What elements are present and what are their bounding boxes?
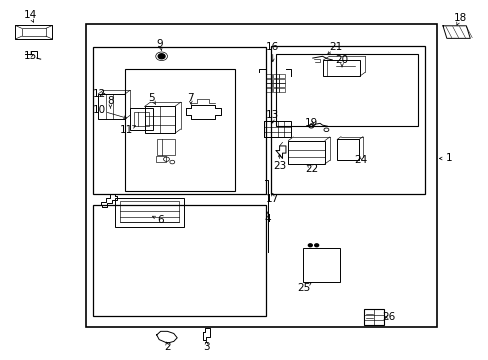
Text: 15: 15 [23,51,37,61]
Bar [288,140,325,164]
Bar [336,139,358,160]
Bar [266,83,272,87]
Text: 11: 11 [120,125,133,135]
Bar [266,74,272,78]
Text: 16: 16 [265,42,279,52]
Text: 4: 4 [264,215,271,224]
Bar [279,74,285,78]
Bar [115,198,183,226]
Bar [272,78,278,83]
Text: 5: 5 [148,93,155,103]
Bar [303,248,339,282]
Bar [272,88,278,92]
Bar [98,94,125,119]
Text: 1: 1 [445,153,452,163]
Bar [279,88,285,92]
Bar [21,28,46,36]
Bar [266,78,272,83]
Bar [276,54,417,126]
Bar [86,24,436,327]
Text: 17: 17 [265,194,279,204]
Text: 22: 22 [305,164,318,174]
Text: 2: 2 [164,342,170,352]
Text: 7: 7 [187,93,194,103]
Text: 14: 14 [23,10,37,20]
Bar [272,83,278,87]
Text: 6: 6 [157,215,163,225]
Bar [323,60,359,76]
Bar [264,121,290,137]
Circle shape [308,244,312,247]
Bar [15,26,52,39]
Bar [363,309,384,325]
Circle shape [158,54,164,59]
Text: 24: 24 [353,155,366,165]
Bar [93,205,266,316]
Bar [266,88,272,92]
Text: 13: 13 [265,111,279,121]
Bar [157,139,175,155]
Text: 10: 10 [92,105,105,115]
Circle shape [314,244,318,247]
Text: 18: 18 [452,13,466,23]
Text: 25: 25 [297,283,310,293]
Text: 23: 23 [272,161,285,171]
Text: 20: 20 [335,55,348,65]
Bar [134,112,149,126]
Bar [144,107,174,134]
Text: 19: 19 [305,118,318,128]
Bar [130,108,153,130]
Bar [93,47,266,194]
Bar [120,201,178,222]
Bar [272,74,278,78]
Text: 21: 21 [329,42,342,51]
Text: 9: 9 [157,39,163,49]
Bar [156,156,166,162]
Bar [271,45,424,194]
Bar [125,69,234,191]
Text: 12: 12 [92,89,105,99]
Bar [279,83,285,87]
Text: 3: 3 [203,342,209,352]
Bar [279,78,285,83]
Text: 8: 8 [107,96,114,106]
Text: 26: 26 [382,312,395,322]
